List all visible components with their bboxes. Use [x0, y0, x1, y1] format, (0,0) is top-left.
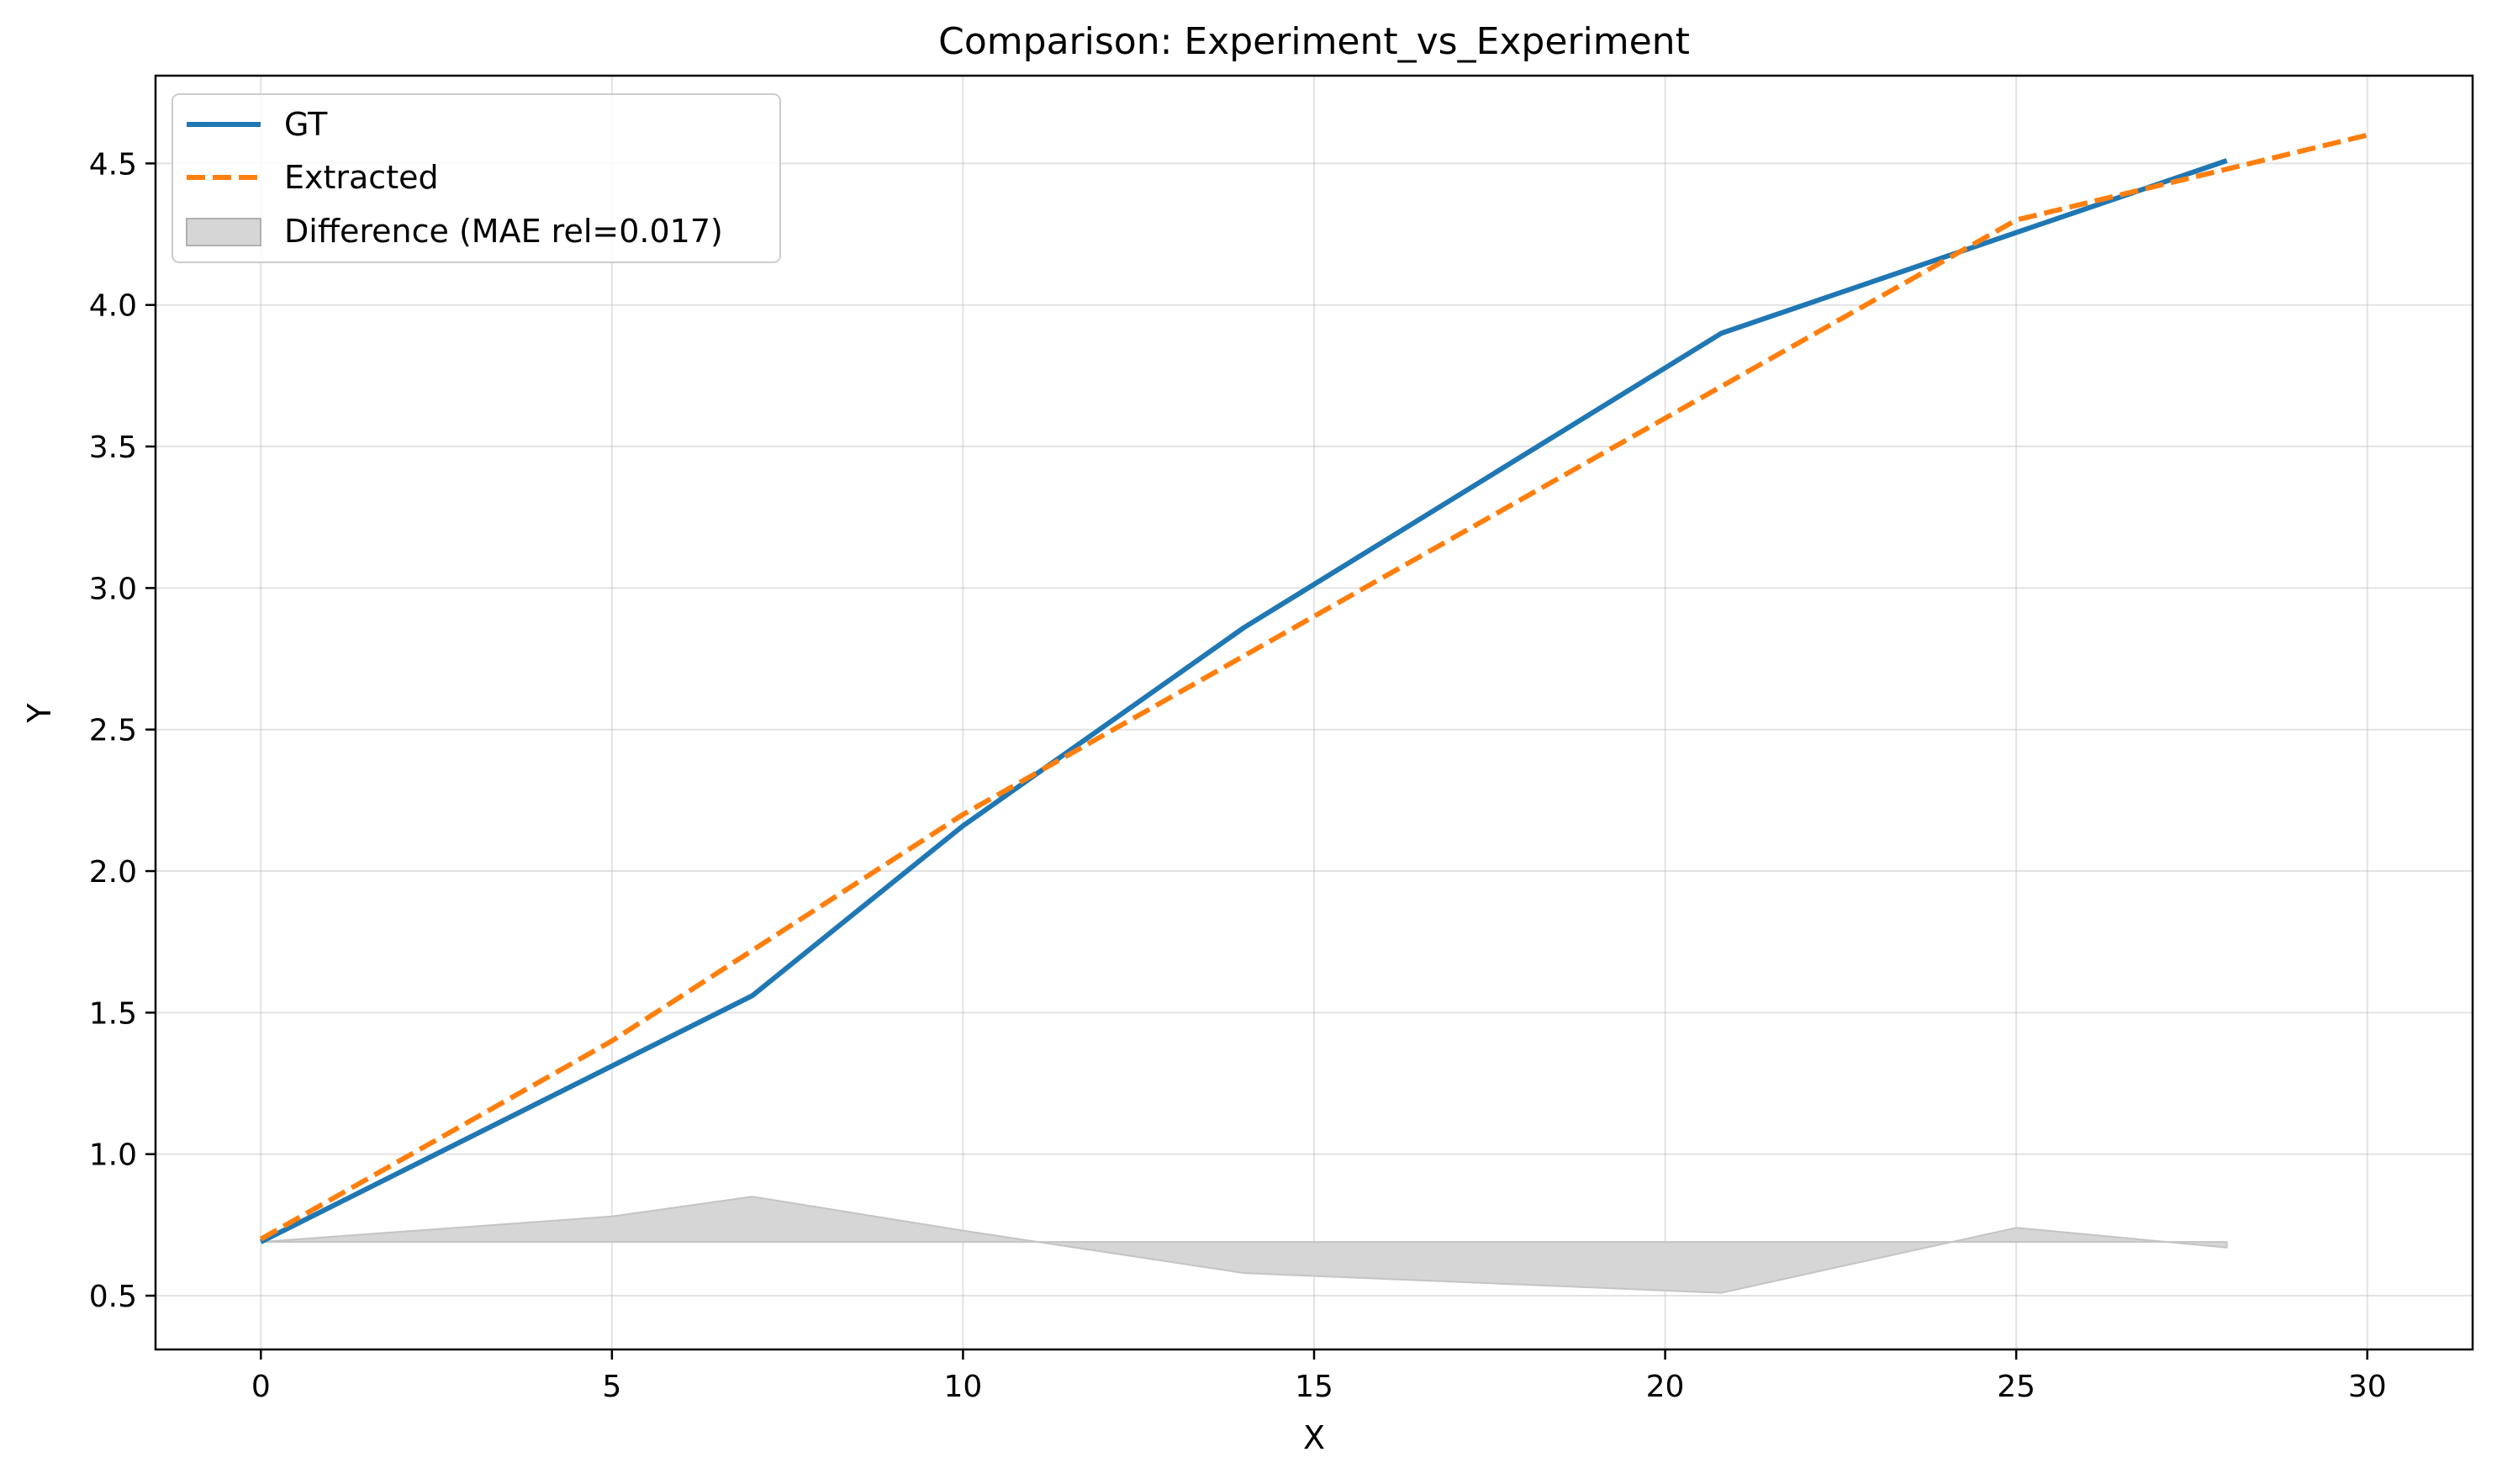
x-tick-label-3: 15 — [1295, 1370, 1333, 1404]
legend-box — [172, 93, 781, 263]
y-tick-label-1: 1.0 — [89, 1138, 137, 1173]
series-line-extracted — [259, 132, 2368, 1242]
x-axis-ticks: 0 5 10 15 20 25 30 — [251, 1349, 2387, 1404]
y-tick-label-8: 4.5 — [89, 147, 137, 182]
legend: GT Extracted Difference (MAE rel=0.017) — [172, 93, 781, 263]
x-tick-label-4: 20 — [1646, 1370, 1685, 1404]
y-tick-label-0: 0.5 — [89, 1280, 137, 1314]
y-tick-label-2: 1.5 — [89, 996, 137, 1031]
plot-area — [156, 76, 2473, 1349]
series-lines — [259, 132, 2368, 1244]
x-tick-label-0: 0 — [251, 1370, 271, 1404]
difference-area — [261, 1196, 2228, 1294]
y-tick-label-7: 4.0 — [89, 289, 137, 324]
legend-label-gt: GT — [284, 106, 328, 143]
chart-title: Comparison: Experiment_vs_Experiment — [938, 20, 1690, 63]
x-tick-label-5: 25 — [1997, 1370, 2035, 1404]
grid — [156, 76, 2473, 1349]
legend-label-difference: Difference (MAE rel=0.017) — [284, 213, 723, 250]
legend-label-extracted: Extracted — [284, 159, 439, 196]
y-tick-label-4: 2.5 — [89, 714, 137, 748]
y-axis-label: Y — [21, 703, 58, 724]
x-tick-label-1: 5 — [602, 1370, 621, 1404]
y-tick-label-3: 2.0 — [89, 855, 137, 890]
series-line-gt — [259, 158, 2228, 1244]
x-tick-label-2: 10 — [944, 1370, 983, 1404]
y-tick-label-5: 3.0 — [89, 572, 137, 606]
y-tick-label-6: 3.5 — [89, 430, 137, 465]
x-axis-label: X — [1303, 1419, 1325, 1456]
difference-fill — [261, 1196, 2228, 1294]
y-axis-ticks: 0.5 1.0 1.5 2.0 2.5 3.0 3.5 4.0 4.5 — [89, 147, 156, 1314]
legend-swatch-difference — [186, 218, 261, 246]
x-tick-label-6: 30 — [2348, 1370, 2387, 1404]
